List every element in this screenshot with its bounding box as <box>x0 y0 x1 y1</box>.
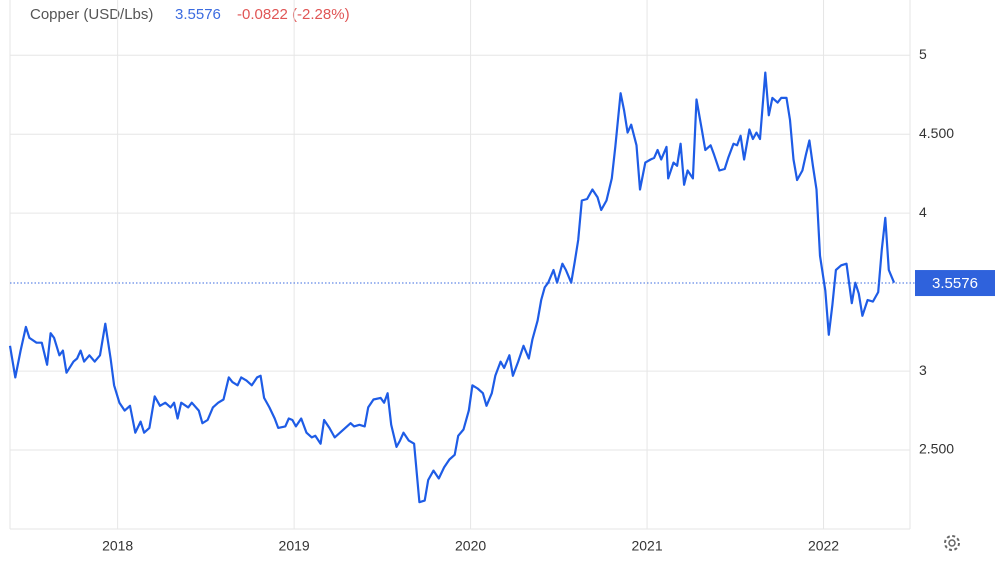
price: 3.5576 <box>175 6 221 23</box>
x-tick-label: 2019 <box>279 538 310 554</box>
x-tick-label: 2021 <box>631 538 662 554</box>
price-line <box>8 71 896 504</box>
change: -0.0822 (-2.28%) <box>237 6 350 23</box>
price-tag-label: 3.5576 <box>932 275 978 292</box>
y-tick-label: 4.500 <box>919 125 954 141</box>
chart-title: Copper (USD/Lbs) <box>30 6 153 23</box>
y-tick-label: 5 <box>919 46 927 62</box>
price-tag <box>915 270 995 297</box>
y-tick-label: 2.500 <box>919 441 954 457</box>
grid <box>10 0 910 529</box>
x-tick-label: 2020 <box>455 538 486 554</box>
x-tick-label: 2022 <box>808 538 839 554</box>
y-tick-label: 3 <box>919 362 927 378</box>
settings-icon[interactable] <box>944 535 960 551</box>
x-tick-label: 2018 <box>102 538 133 554</box>
y-tick-label: 4 <box>919 204 927 220</box>
